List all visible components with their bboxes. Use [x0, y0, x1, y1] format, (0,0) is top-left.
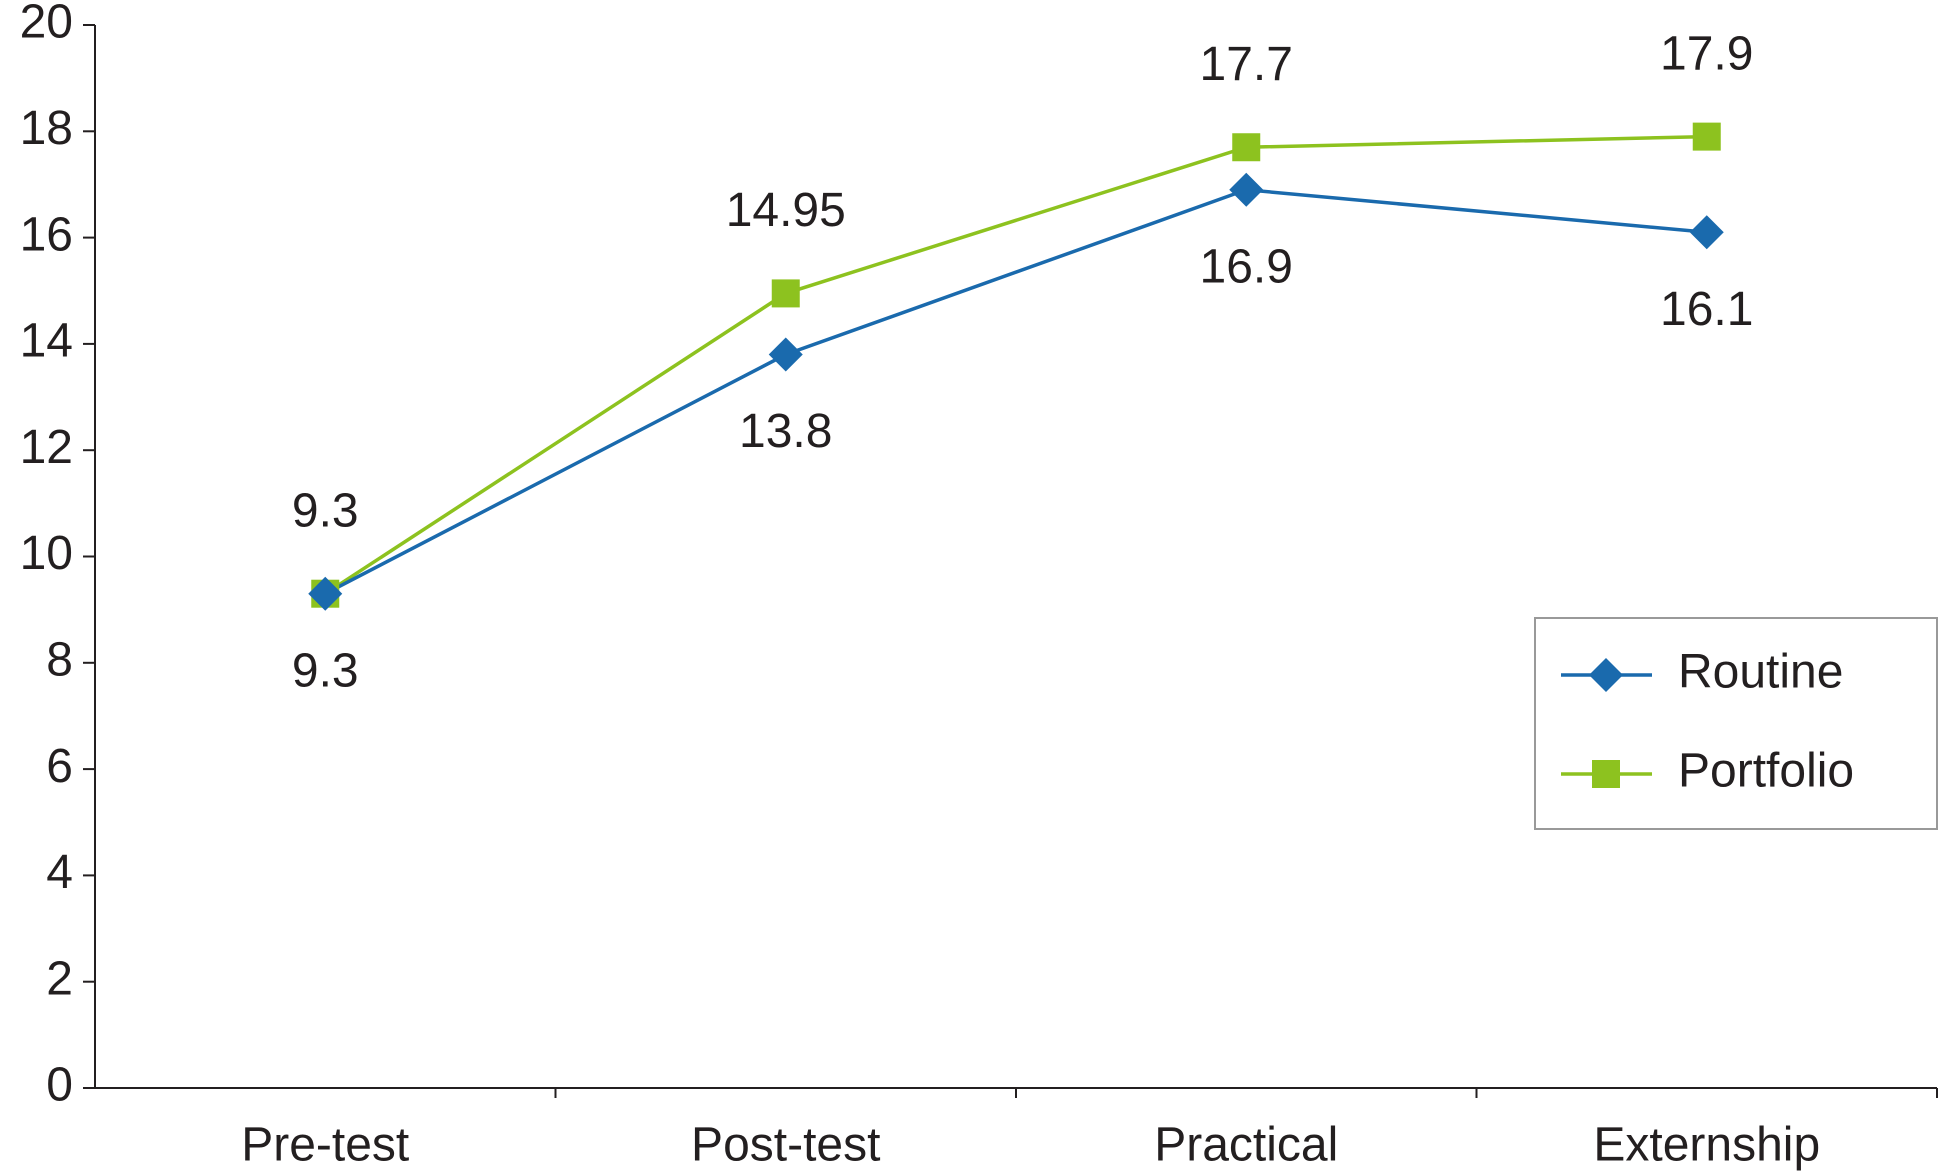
y-tick-label: 16	[20, 208, 73, 261]
data-point	[1232, 133, 1261, 162]
legend-label: Routine	[1678, 646, 1843, 699]
data-label: 16.1	[1660, 283, 1753, 336]
y-tick-label: 8	[46, 633, 73, 686]
legend-box	[1534, 617, 1938, 830]
data-label: 9.3	[292, 644, 359, 697]
y-tick-label: 14	[20, 315, 73, 368]
y-tick-label: 0	[46, 1059, 73, 1112]
data-point	[1229, 172, 1264, 207]
data-label: 16.9	[1200, 240, 1293, 293]
data-label: 9.3	[292, 484, 359, 537]
y-tick-label: 2	[46, 952, 73, 1005]
x-tick-label: Practical	[1154, 1119, 1338, 1172]
y-tick-label: 20	[20, 0, 73, 49]
data-point	[771, 279, 800, 308]
data-label: 17.9	[1660, 27, 1753, 80]
series-line	[324, 187, 1707, 596]
legend-marker	[1592, 760, 1620, 788]
y-tick-label: 4	[46, 846, 73, 899]
y-tick-label: 10	[20, 527, 73, 580]
data-label: 17.7	[1200, 38, 1293, 91]
x-tick-label: Post-test	[691, 1119, 880, 1172]
data-label: 13.8	[739, 405, 832, 458]
data-point	[308, 576, 343, 611]
x-tick-label: Externship	[1593, 1119, 1820, 1172]
data-point	[1692, 122, 1721, 151]
data-point	[1689, 215, 1724, 250]
legend-marker	[1589, 658, 1623, 692]
x-tick-label: Pre-test	[241, 1119, 409, 1172]
data-label: 14.95	[726, 184, 846, 237]
y-tick-label: 12	[20, 421, 73, 474]
data-point	[768, 337, 803, 372]
y-tick-label: 6	[46, 740, 73, 793]
series-line	[324, 134, 1707, 596]
legend-label: Portfolio	[1678, 745, 1854, 798]
y-tick-label: 18	[20, 102, 73, 155]
